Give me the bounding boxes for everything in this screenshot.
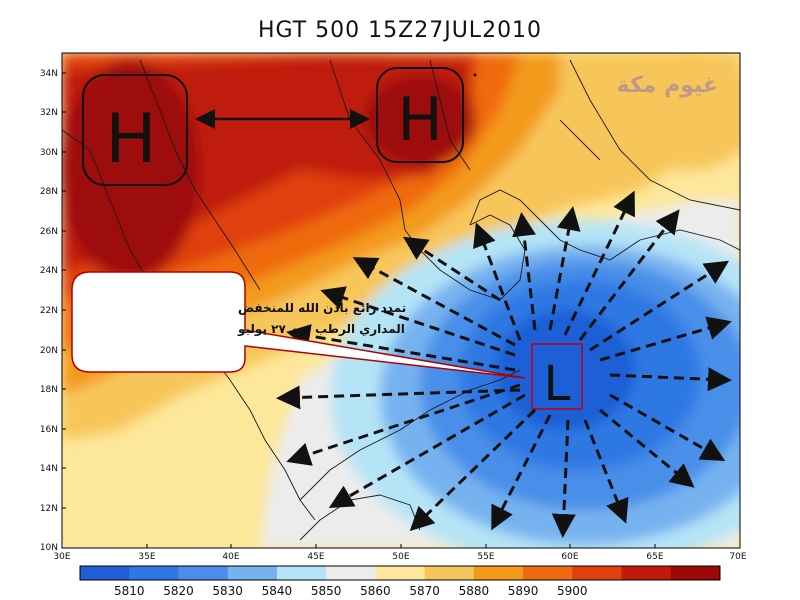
- latitude-axis: 34N 32N 30N 28N 26N 24N 22N 20N 18N 16N …: [40, 69, 66, 553]
- callout-line-1: تمدد رائع بأذن الله للمنخفض: [238, 300, 406, 315]
- lat-tick-label: 20N: [40, 346, 58, 356]
- colorbar-level-label: 5870: [409, 584, 440, 598]
- lon-tick-label: 70E: [729, 552, 746, 562]
- colorbar: 5810 5820 5830 5840 5850 5860 5870 5880 5890 5900: [79, 565, 721, 598]
- lat-tick-label: 26N: [40, 227, 58, 237]
- lat-tick-label: 22N: [40, 306, 58, 316]
- lat-tick-label: 28N: [40, 187, 58, 197]
- colorbar-swatch: [129, 566, 179, 580]
- colorbar-level-label: 5840: [262, 584, 293, 598]
- lon-tick-label: 35E: [138, 552, 155, 562]
- lat-tick-label: 24N: [40, 266, 58, 276]
- high-pressure-east: H: [376, 67, 477, 163]
- lon-tick-label: 30E: [53, 552, 70, 562]
- colorbar-swatch: [227, 566, 278, 580]
- high-marker-east: H: [397, 85, 442, 155]
- high-pressure-west: H: [82, 74, 188, 186]
- low-marker: L: [544, 356, 571, 412]
- colorbar-level-label: 5880: [459, 584, 490, 598]
- lon-tick-label: 50E: [392, 552, 409, 562]
- lat-tick-label: 18N: [40, 385, 58, 395]
- colorbar-swatch: [621, 566, 672, 580]
- colorbar-swatch: [326, 566, 376, 580]
- lat-tick-label: 30N: [40, 148, 58, 158]
- colorbar-level-label: 5860: [360, 584, 391, 598]
- lat-tick-label: 12N: [40, 504, 58, 514]
- lon-tick-label: 45E: [307, 552, 324, 562]
- colorbar-swatch: [424, 566, 475, 580]
- high-marker-west: H: [105, 100, 156, 179]
- lon-tick-label: 65E: [646, 552, 663, 562]
- lon-tick-label: 40E: [222, 552, 239, 562]
- callout-bubble: تمدد رائع بأذن الله للمنخفض المداري الرط…: [71, 271, 526, 379]
- colorbar-level-label: 5810: [114, 584, 145, 598]
- colorbar-swatch: [473, 566, 524, 580]
- colorbar-swatch: [523, 566, 573, 580]
- chart-title: HGT 500 15Z27JUL2010: [257, 18, 543, 43]
- colorbar-level-label: 5830: [212, 584, 243, 598]
- colorbar-swatch: [670, 566, 721, 580]
- colorbar-level-label: 5900: [557, 584, 588, 598]
- lon-tick-label: 55E: [477, 552, 494, 562]
- colorbar-swatch: [80, 566, 130, 580]
- colorbar-swatch: [276, 566, 327, 580]
- colorbar-swatch: [375, 566, 426, 580]
- colorbar-level-label: 5890: [508, 584, 539, 598]
- colorbar-swatch: [572, 566, 623, 580]
- lat-tick-label: 16N: [40, 425, 58, 435]
- lat-tick-label: 10N: [40, 543, 58, 553]
- watermark-text: غيوم مكة: [617, 73, 718, 98]
- lon-tick-label: 60E: [561, 552, 578, 562]
- colorbar-swatch: [178, 566, 229, 580]
- expansion-arrows: [276, 190, 732, 538]
- callout-line-2: المداري الرطب يوم ٢٧ يوليو: [237, 322, 405, 337]
- colorbar-border: [79, 565, 721, 581]
- colorbar-level-label: 5820: [163, 584, 194, 598]
- longitude-axis: 30E 35E 40E 45E 50E 55E 60E 65E 70E: [53, 544, 747, 562]
- colorbar-level-label: 5850: [311, 584, 342, 598]
- lat-tick-label: 32N: [40, 108, 58, 118]
- low-pressure-center: L: [531, 343, 583, 412]
- lat-tick-label: 34N: [40, 69, 58, 79]
- lat-tick-label: 14N: [40, 464, 58, 474]
